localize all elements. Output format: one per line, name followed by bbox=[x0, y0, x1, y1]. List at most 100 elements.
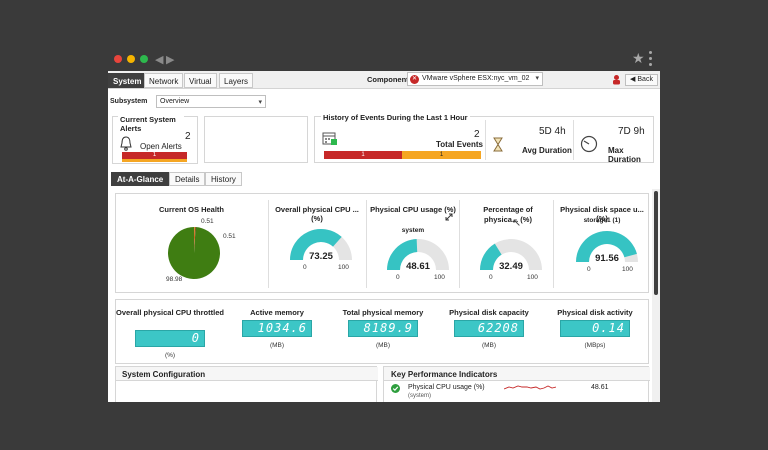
divider bbox=[553, 200, 554, 288]
alerts-major-bar[interactable] bbox=[122, 159, 187, 162]
pie-label-b: 0.51 bbox=[223, 233, 236, 240]
empty-panel bbox=[204, 116, 308, 163]
chevron-down-icon: ▾ bbox=[535, 75, 539, 82]
gauge-3-value: 32.49 bbox=[499, 261, 523, 272]
tab-details[interactable]: Details bbox=[169, 172, 206, 186]
scrollbar-thumb[interactable] bbox=[654, 191, 658, 295]
gauge-3-max: 100 bbox=[527, 274, 538, 281]
history-major-bar[interactable]: 1 bbox=[402, 151, 481, 159]
digital-2-value[interactable]: 1034.6 bbox=[242, 320, 312, 337]
gauge-3-title: Percentage of physica... (%) bbox=[483, 205, 533, 224]
digital-5-unit: (MBps) bbox=[584, 342, 606, 349]
kpi-row-label: Physical CPU usage (%) bbox=[408, 384, 485, 391]
critical-x-icon: ✕ bbox=[410, 75, 419, 84]
tab-layers[interactable]: Layers bbox=[219, 73, 254, 88]
max-duration-label: Max Duration bbox=[608, 146, 641, 164]
gauges-panel: Current OS Health 0.51 0.51 98.98 Overal… bbox=[115, 193, 649, 293]
gauge-1-title: Overall physical CPU ... (%) bbox=[275, 205, 359, 223]
system-configuration-panel: System Configuration bbox=[115, 366, 378, 402]
gauge-4-arc[interactable] bbox=[575, 230, 639, 264]
pie-slice-main[interactable] bbox=[168, 227, 220, 279]
kpi-sparkline bbox=[504, 385, 556, 390]
scrollbar-track[interactable] bbox=[652, 189, 660, 402]
gauge-2-sublabel: system bbox=[401, 227, 425, 234]
back-arrow-icon[interactable]: ◀ bbox=[155, 54, 164, 66]
kpi-row-sub: (system) bbox=[408, 393, 431, 399]
alert-person-icon[interactable] bbox=[611, 74, 622, 85]
digital-1-unit: (%) bbox=[164, 352, 176, 359]
total-events-label: Total Events bbox=[436, 140, 483, 149]
max-duration-value: 7D 9h bbox=[618, 126, 645, 137]
tab-network[interactable]: Network bbox=[144, 73, 184, 88]
alerts-count[interactable]: 2 bbox=[185, 131, 191, 142]
gauge-3-arc[interactable] bbox=[479, 238, 543, 272]
star-icon[interactable]: ★ bbox=[632, 50, 645, 66]
divider bbox=[366, 200, 367, 288]
gauge-fill bbox=[576, 231, 637, 262]
kebab-menu-icon[interactable] bbox=[649, 51, 653, 69]
subsystem-select[interactable]: Overview ▾ bbox=[156, 95, 266, 108]
digital-3-title: Total physical memory bbox=[342, 308, 424, 317]
kpi-panel: Key Performance Indicators Physical CPU … bbox=[383, 366, 650, 402]
subsystem-value: Overview bbox=[160, 98, 190, 105]
app-window: System Network Virtual Layers Component … bbox=[108, 71, 660, 402]
divider bbox=[573, 120, 574, 160]
pie-slice-b[interactable] bbox=[194, 227, 196, 253]
gauge-2-max: 100 bbox=[434, 274, 445, 281]
digital-1-title: Overall physical CPU throttled bbox=[116, 308, 224, 317]
tab-virtual[interactable]: Virtual bbox=[184, 73, 217, 88]
kpi-row[interactable]: Physical CPU usage (%) (system) 48.61 bbox=[384, 381, 650, 401]
kpi-row-value: 48.61 bbox=[591, 384, 609, 391]
digital-4-value[interactable]: 62208 bbox=[454, 320, 524, 337]
bell-icon bbox=[120, 136, 132, 151]
current-alerts-panel: Current System Alerts 2 Open Alerts 1 bbox=[112, 115, 198, 164]
component-select[interactable]: ✕ VMware vSphere ESX:nyc_vm_02 ▾ bbox=[407, 72, 543, 86]
back-label: Back bbox=[637, 76, 653, 83]
total-events-count[interactable]: 2 bbox=[474, 129, 480, 140]
gauge-4-sublabel: storage1 (1) bbox=[583, 217, 621, 224]
close-window-dot[interactable] bbox=[114, 55, 122, 63]
os-health-pie[interactable] bbox=[167, 226, 221, 280]
back-button[interactable]: ◀ Back bbox=[625, 74, 658, 86]
divider bbox=[485, 120, 486, 160]
mouse-cursor-icon: ↖ bbox=[512, 217, 522, 229]
maximize-window-dot[interactable] bbox=[140, 55, 148, 63]
pie-label-c: 98.98 bbox=[166, 276, 183, 283]
chevron-down-icon: ▾ bbox=[258, 99, 262, 106]
top-toolbar: System Network Virtual Layers Component … bbox=[108, 71, 660, 89]
gauge-fill bbox=[387, 239, 418, 270]
digital-panel: Overall physical CPU throttled 0 (%) Act… bbox=[115, 299, 649, 364]
gauge-1-arc[interactable] bbox=[289, 228, 353, 262]
digital-2-unit: (MB) bbox=[269, 342, 285, 349]
expand-icon[interactable] bbox=[444, 212, 454, 222]
digital-1-value[interactable]: 0 bbox=[135, 330, 205, 347]
hourglass-icon bbox=[493, 137, 503, 152]
gauge-1-value: 73.25 bbox=[309, 251, 333, 262]
clock-icon bbox=[580, 135, 598, 153]
tab-at-a-glance[interactable]: At-A-Glance bbox=[111, 172, 170, 186]
open-alerts-label: Open Alerts bbox=[140, 142, 182, 151]
history-title: History of Events During the Last 1 Hour bbox=[321, 113, 470, 122]
kpi-header: Key Performance Indicators bbox=[384, 367, 650, 381]
component-label: Component bbox=[367, 75, 409, 84]
subsystem-label: Subsystem bbox=[110, 98, 148, 105]
gauge-2-arc[interactable] bbox=[386, 238, 450, 272]
history-critical-bar[interactable]: 1 bbox=[324, 151, 402, 159]
forward-arrow-icon[interactable]: ▶ bbox=[166, 54, 175, 66]
alerts-title: Current System Alerts bbox=[118, 115, 184, 133]
tab-system[interactable]: System bbox=[108, 73, 147, 88]
digital-3-value[interactable]: 8189.9 bbox=[348, 320, 418, 337]
gauge-2-value: 48.61 bbox=[406, 261, 430, 272]
gauge-fill bbox=[290, 229, 342, 260]
gauge-3-min: 0 bbox=[489, 274, 493, 281]
digital-5-value[interactable]: 0.14 bbox=[560, 320, 630, 337]
gauge-1-min: 0 bbox=[303, 264, 307, 271]
gauge-4-max: 100 bbox=[622, 266, 633, 273]
minimize-window-dot[interactable] bbox=[127, 55, 135, 63]
gauge-fill bbox=[480, 243, 502, 270]
alerts-critical-bar[interactable]: 1 bbox=[122, 152, 187, 159]
digital-5-title: Physical disk activity bbox=[557, 308, 633, 317]
calendar-icon bbox=[322, 132, 337, 145]
tab-history[interactable]: History bbox=[205, 172, 242, 186]
pie-slice-a[interactable] bbox=[194, 227, 195, 253]
